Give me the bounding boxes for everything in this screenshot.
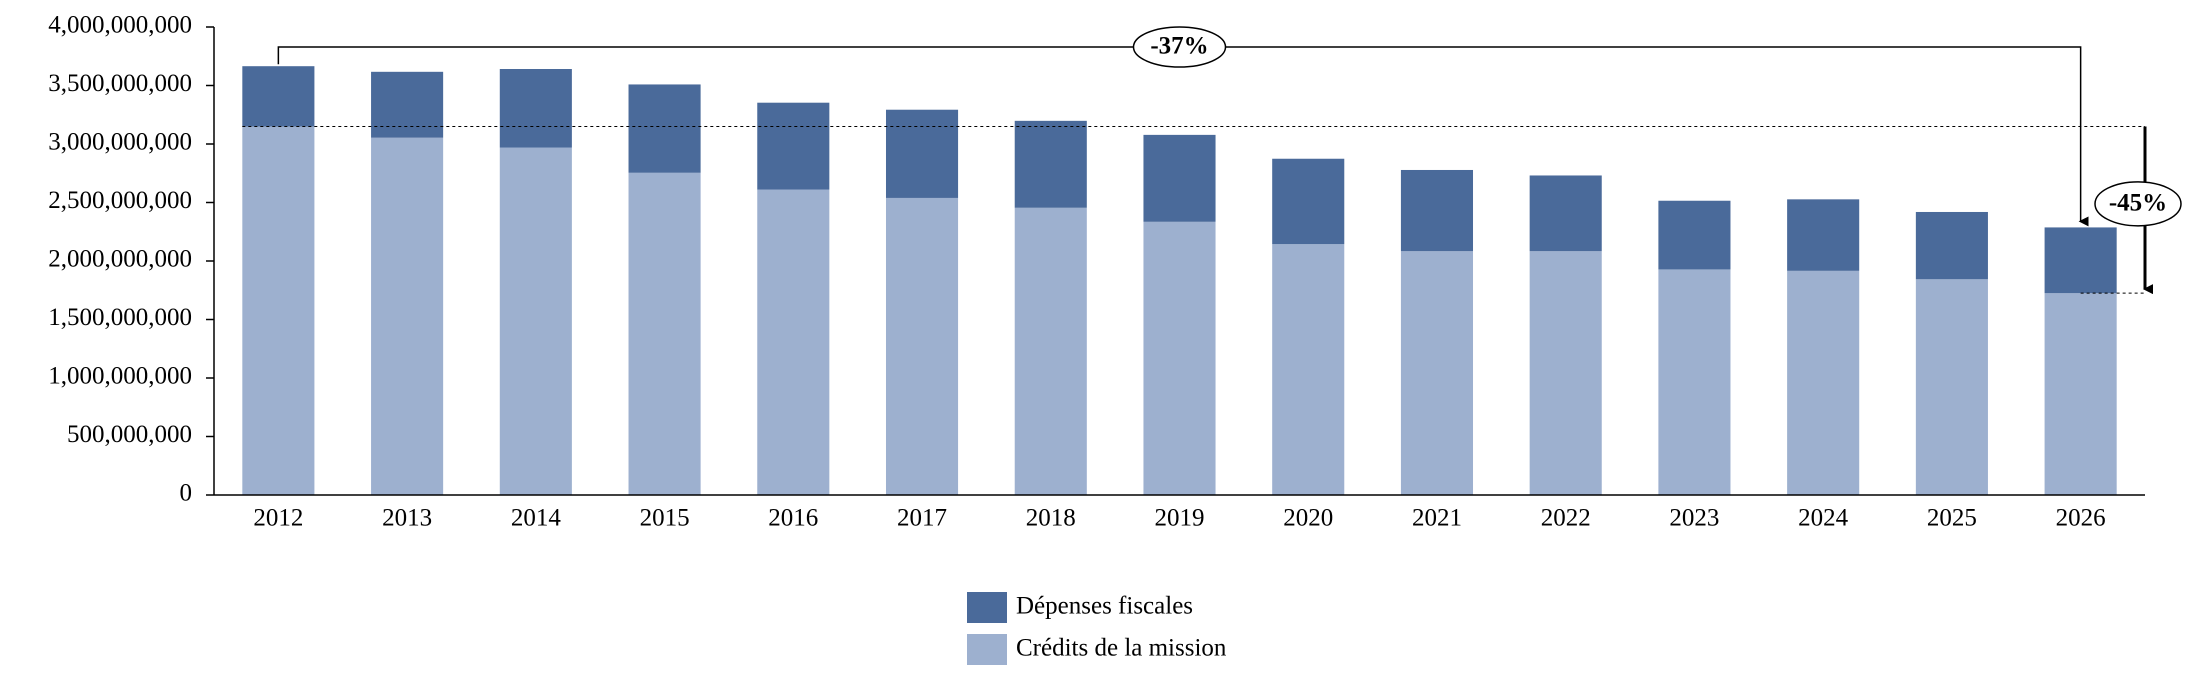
bar-segment [1400, 251, 1474, 495]
bar-segment [757, 189, 830, 495]
x-tick-label: 2017 [897, 505, 947, 532]
x-tick-label: 2023 [1669, 505, 1719, 532]
x-tick-label: 2025 [1927, 505, 1977, 532]
bar-segment [1658, 269, 1731, 495]
bar-segment [1787, 270, 1860, 495]
annotation: -45% [2109, 190, 2167, 217]
y-tick-label: 4,000,000,000 [48, 12, 192, 39]
x-tick-label: 2020 [1283, 505, 1333, 532]
x-tick-label: 2015 [640, 505, 690, 532]
bar-segment [499, 69, 572, 148]
bar-segment [1529, 251, 1602, 495]
bar-segment [2044, 293, 2117, 495]
bar-segment [757, 102, 830, 190]
bar-segment [371, 71, 444, 138]
legend-label: Dépenses fiscales [1016, 593, 1193, 620]
bar-segment [1787, 199, 1860, 271]
annotation-bubble [1132, 26, 1227, 68]
bar-segment [242, 66, 315, 127]
bar-segment [1272, 158, 1345, 245]
bar-segment [1915, 211, 1988, 280]
bar-segment [1915, 279, 1988, 495]
legend-swatch [967, 592, 1007, 623]
bar-segment [628, 172, 701, 496]
x-tick-label: 2019 [1155, 505, 1205, 532]
y-tick-label: 2,000,000,000 [48, 246, 192, 273]
x-tick-label: 2013 [382, 505, 432, 532]
bar-segment [2044, 227, 2117, 294]
bar-segment [1400, 169, 1474, 252]
bar-segment [885, 109, 959, 198]
x-tick-label: 2022 [1541, 505, 1591, 532]
bar-segment [242, 126, 315, 495]
x-tick-label: 2026 [2056, 505, 2106, 532]
bar-segment [1272, 244, 1345, 495]
bar-segment [1658, 200, 1731, 270]
x-tick-label: 2016 [768, 505, 818, 532]
y-tick-label: 1,000,000,000 [48, 363, 192, 390]
bar-segment [885, 197, 959, 495]
bar-segment [628, 84, 701, 173]
x-tick-label: 2018 [1026, 505, 1076, 532]
annotation: -37% [1150, 33, 1208, 60]
x-tick-label: 2014 [511, 505, 562, 532]
bar-segment [1143, 221, 1216, 495]
annotation-bubble [2094, 181, 2182, 227]
bar-segment [499, 147, 572, 495]
x-tick-label: 2021 [1412, 505, 1462, 532]
y-tick-label: 500,000,000 [67, 421, 192, 448]
y-tick-label: 2,500,000,000 [48, 187, 192, 214]
legend-label: Crédits de la mission [1016, 635, 1227, 662]
bar-segment [1529, 175, 1602, 252]
x-tick-label: 2024 [1798, 505, 1849, 532]
bar-segment [371, 137, 444, 495]
legend-swatch [967, 634, 1007, 665]
bar-segment [1014, 120, 1087, 208]
x-tick-label: 2012 [253, 505, 303, 532]
y-tick-label: 1,500,000,000 [48, 304, 192, 331]
bar-segment [1014, 207, 1087, 495]
y-tick-label: 3,500,000,000 [48, 70, 192, 97]
y-tick-label: 0 [180, 480, 193, 507]
y-tick-label: 3,000,000,000 [48, 129, 192, 156]
bar-segment [1143, 134, 1216, 222]
